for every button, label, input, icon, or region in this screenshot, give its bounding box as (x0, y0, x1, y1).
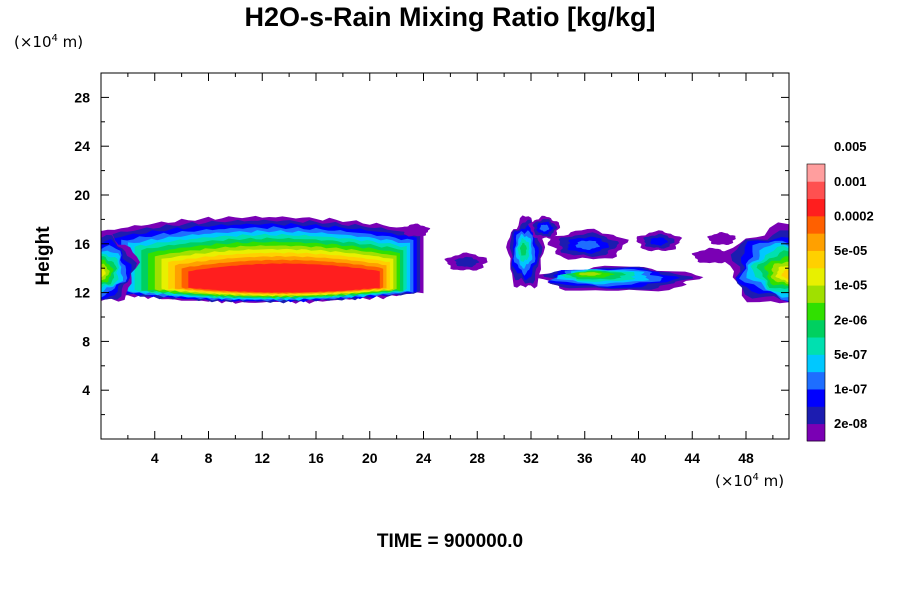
colorbar-swatch (807, 285, 825, 303)
cell-contour (454, 256, 480, 268)
colorbar-swatch (807, 406, 825, 425)
colorbar-swatch (807, 164, 825, 182)
y-axis-label: Height (33, 226, 54, 286)
colorbar-label: 1e-07 (834, 382, 867, 397)
x-unit-label: (×104 m) (715, 472, 785, 490)
x-tick-label: 40 (631, 450, 647, 466)
field-contours (101, 215, 789, 304)
x-tick-label: 36 (577, 450, 593, 466)
y-tick-label: 24 (74, 138, 90, 154)
cell-contour (575, 240, 600, 250)
x-tick-label: 12 (254, 450, 270, 466)
colorbar-swatch (807, 371, 825, 390)
edge-core-contour (101, 268, 106, 278)
colorbar-swatch (807, 389, 825, 407)
colorbar-label: 0.001 (834, 174, 867, 189)
colorbar-label: 5e-07 (834, 347, 867, 362)
cell-contour (707, 232, 736, 245)
colorbar-label: 1e-05 (834, 278, 867, 293)
colorbar-swatch (807, 250, 825, 269)
x-tick-label: 48 (738, 450, 754, 466)
y-tick-label: 4 (82, 382, 90, 398)
colorbar-swatch (807, 198, 825, 217)
x-tick-label: 4 (151, 450, 159, 466)
colorbar-label: 0.005 (834, 139, 867, 154)
y-tick-label: 20 (74, 187, 90, 203)
colorbar-swatch (807, 215, 825, 234)
anvil-contour (188, 263, 380, 293)
edge-anvil-contour (770, 261, 789, 285)
y-tick-label: 12 (74, 285, 90, 301)
colorbar-label: 2e-06 (834, 312, 867, 327)
colorbar-label: 5e-05 (834, 243, 867, 258)
plot-frame (100, 72, 790, 440)
y-tick-label: 8 (82, 333, 90, 349)
colorbar-swatch (807, 337, 825, 355)
colorbar-swatch (807, 233, 825, 251)
colorbar-swatch (807, 423, 825, 442)
time-label: TIME = 900000.0 (376, 531, 524, 552)
edge-anvil-contour (781, 269, 789, 280)
y-unit-label: (×104 m) (14, 33, 84, 51)
colorbar-swatch (807, 319, 825, 338)
colorbar-swatch (807, 267, 825, 286)
colorbar-label: 0.0002 (834, 208, 874, 223)
cell-contour (650, 237, 669, 246)
cell-contour (401, 223, 431, 237)
cell-contour (519, 242, 527, 256)
colorbar-swatch (807, 354, 825, 373)
colorbar-label: 2e-08 (834, 416, 867, 431)
cell-contour (539, 224, 550, 232)
x-tick-label: 16 (308, 450, 324, 466)
x-tick-label: 20 (362, 450, 378, 466)
colorbar-swatch (807, 302, 825, 321)
colorbar-frame (806, 163, 826, 442)
x-tick-label: 24 (416, 450, 432, 466)
colorbar-swatch (807, 181, 825, 200)
cell-contour (578, 272, 602, 276)
x-tick-label: 28 (469, 450, 485, 466)
x-tick-label: 32 (523, 450, 539, 466)
chart-title: H2O-s-Rain Mixing Ratio [kg/kg] (244, 2, 656, 32)
x-tick-label: 44 (684, 450, 700, 466)
y-tick-label: 16 (74, 236, 90, 252)
y-tick-label: 28 (74, 89, 90, 105)
colorbar: 2e-08 1e-07 5e-07 2e-06 1e-05 5e-05 0.0002 0.00… (806, 139, 874, 442)
y-axis-label-group: Height (33, 226, 54, 286)
x-tick-label: 8 (205, 450, 213, 466)
